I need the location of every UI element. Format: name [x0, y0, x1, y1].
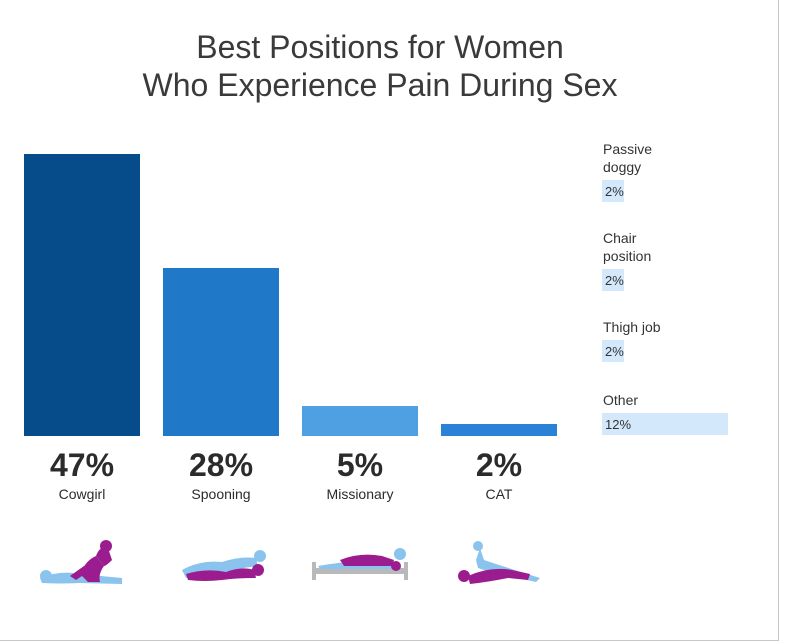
side-item-bar — [602, 269, 624, 291]
category-label-cowgirl: Cowgirl — [59, 486, 106, 502]
side-item-bar — [602, 180, 624, 202]
category-label-missionary: Missionary — [327, 486, 394, 502]
chart-frame — [0, 0, 779, 641]
bar-value-label-cowgirl: 47% — [50, 447, 114, 483]
category-label-cat: CAT — [486, 486, 513, 502]
side-item-value: 2% — [605, 344, 624, 359]
chart-title-line-1: Best Positions for Women — [196, 29, 564, 65]
category-label-spooning: Spooning — [191, 486, 250, 502]
side-item-label: Chair — [603, 230, 637, 246]
side-item-label: Passive — [603, 141, 652, 157]
spooning-position-icon — [182, 550, 266, 581]
bar-value-label-spooning: 28% — [189, 447, 253, 483]
side-item-bar — [602, 340, 624, 362]
bar-spooning — [163, 268, 279, 436]
cat-position-icon — [458, 541, 540, 584]
side-item-bar — [602, 413, 728, 435]
cowgirl-position-icon — [40, 540, 122, 584]
bar-value-label-missionary: 5% — [337, 447, 383, 483]
bar-missionary — [302, 406, 418, 436]
side-item-label: Thigh job — [603, 319, 661, 335]
side-item-value: 2% — [605, 184, 624, 199]
side-item-label: position — [603, 248, 651, 264]
side-item-value: 12% — [605, 417, 631, 432]
side-item-label: Other — [603, 392, 638, 408]
chart-title-line-2: Who Experience Pain During Sex — [142, 67, 618, 103]
bar-value-label-cat: 2% — [476, 447, 522, 483]
side-item-value: 2% — [605, 273, 624, 288]
side-item-label: doggy — [603, 159, 641, 175]
bar-cat — [441, 424, 557, 436]
bar-cowgirl — [24, 154, 140, 436]
missionary-position-icon — [312, 548, 408, 580]
